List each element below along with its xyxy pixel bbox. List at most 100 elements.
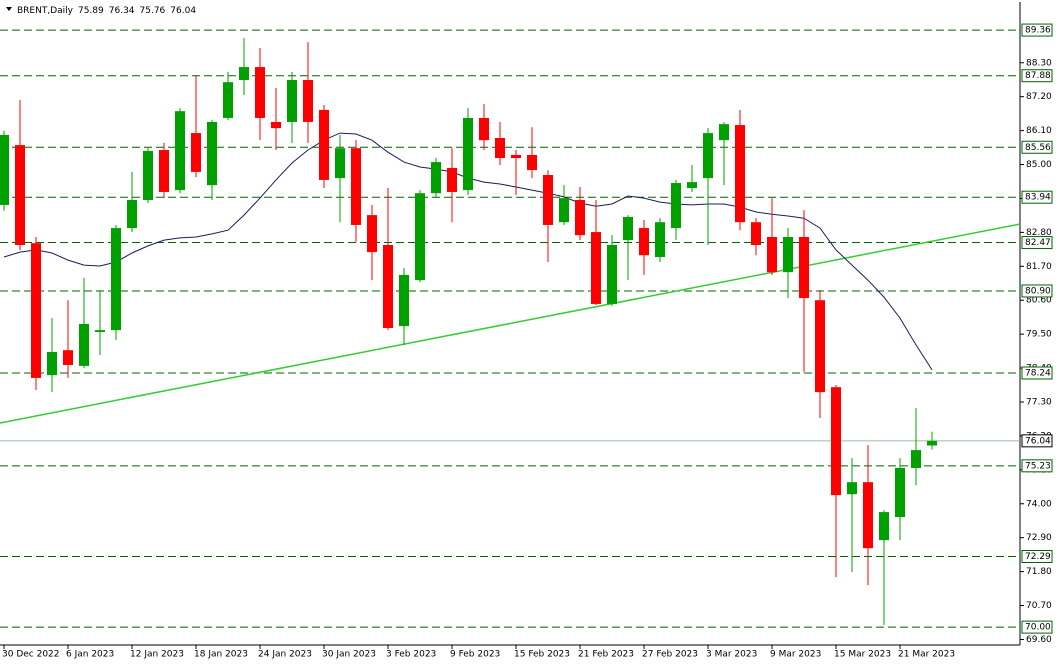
x-tick-label: 3 Feb 2023: [386, 650, 436, 660]
y-tick-label: 69.60: [1026, 635, 1052, 645]
x-tick-label: 27 Feb 2023: [642, 650, 698, 660]
candle-body: [751, 222, 761, 246]
menu-arrow[interactable]: [6, 7, 12, 11]
chart-header: BRENT,Daily 75.89 76.34 75.76 76.04: [17, 6, 196, 16]
candle-body: [191, 133, 201, 172]
candle-body: [591, 232, 601, 304]
candle-body: [783, 236, 793, 273]
x-tick-label: 21 Feb 2023: [578, 650, 634, 660]
candle-body: [479, 117, 489, 141]
y-tick-label: 70.70: [1026, 601, 1052, 611]
candle-body: [0, 134, 9, 205]
x-tick-label: 24 Jan 2023: [258, 650, 312, 660]
candle-body: [463, 117, 473, 191]
header-open: 75.89: [78, 6, 104, 16]
candle-body: [543, 175, 553, 225]
candle-body: [655, 222, 665, 258]
candle-body: [687, 182, 697, 188]
candle-body: [95, 330, 105, 332]
level-label-box: [1021, 366, 1053, 380]
candle-body: [335, 148, 345, 179]
level-label-box: [1021, 549, 1053, 563]
level-label-box: [1021, 69, 1053, 83]
candle-body: [735, 125, 745, 223]
level-label: 83.94: [1025, 193, 1051, 203]
candle-body: [351, 148, 361, 225]
candle-body: [623, 216, 633, 241]
candle-body: [127, 199, 137, 229]
x-tick-label: 12 Jan 2023: [130, 650, 184, 660]
x-tick-label: 15 Feb 2023: [514, 650, 570, 660]
candle-body: [527, 154, 537, 171]
x-tick-label: 21 Mar 2023: [898, 650, 955, 660]
level-label: 80.90: [1025, 286, 1051, 296]
candle-body: [575, 199, 585, 236]
y-tick-label: 72.90: [1026, 533, 1052, 543]
level-label: 82.47: [1025, 238, 1051, 248]
candle-body: [719, 124, 729, 141]
candle-body: [639, 228, 649, 256]
candle-body: [63, 350, 73, 365]
candle-body: [367, 215, 377, 253]
candle-body: [815, 300, 825, 393]
candle-body: [79, 323, 89, 366]
level-label-box: [1021, 23, 1053, 37]
level-label-box: [1021, 140, 1053, 154]
header-low: 75.76: [140, 6, 166, 16]
candle-body: [47, 352, 57, 376]
candle-body: [511, 154, 521, 159]
header-high: 76.34: [109, 6, 135, 16]
candle-body: [671, 183, 681, 229]
y-tick-label: 86.10: [1026, 126, 1052, 136]
candle-body: [863, 482, 873, 549]
level-label: 75.23: [1025, 461, 1051, 471]
candle-body: [159, 150, 169, 192]
x-tick-label: 15 Mar 2023: [834, 650, 891, 660]
candle-body: [559, 198, 569, 223]
x-tick-label: 9 Feb 2023: [450, 650, 500, 660]
y-tick-label: 80.60: [1026, 296, 1052, 306]
candle-body: [831, 387, 841, 496]
current-price-label: 76.04: [1025, 436, 1051, 446]
y-tick-label: 74.00: [1026, 499, 1052, 509]
y-tick-label: 79.50: [1026, 330, 1052, 340]
candle-body: [143, 150, 153, 200]
candle-body: [447, 167, 457, 192]
candle-body: [703, 133, 713, 179]
candle-body: [911, 450, 921, 468]
y-tick-label: 77.30: [1026, 397, 1052, 407]
candle-body: [271, 121, 281, 129]
candle-body: [175, 111, 185, 191]
candle-body: [607, 245, 617, 304]
candle-body: [207, 121, 217, 186]
x-tick-label: 6 Jan 2023: [66, 650, 114, 660]
candle-body: [319, 109, 329, 180]
level-label: 72.29: [1025, 552, 1051, 562]
header-close: 76.04: [170, 6, 196, 16]
level-label: 78.24: [1025, 368, 1051, 378]
candle-body: [895, 467, 905, 518]
x-tick-label: 3 Mar 2023: [706, 650, 757, 660]
candle-body: [799, 236, 809, 299]
level-label-box: [1021, 190, 1053, 204]
candle-body: [767, 236, 777, 273]
x-tick-label: 18 Jan 2023: [194, 650, 248, 660]
level-label-box: [1021, 459, 1053, 473]
trendline: [0, 223, 1021, 424]
candle-body: [255, 67, 265, 118]
candle-body: [31, 243, 41, 378]
candle-body: [927, 440, 937, 446]
candle-body: [287, 80, 297, 122]
y-tick-label: 81.70: [1026, 262, 1052, 272]
y-tick-label: 88.30: [1026, 58, 1052, 68]
candle-body: [495, 138, 505, 159]
level-label-box: [1021, 620, 1053, 634]
candle-body: [111, 228, 121, 331]
level-label: 87.88: [1025, 71, 1051, 81]
candle-body: [879, 512, 889, 541]
level-label: 70.00: [1025, 623, 1051, 633]
candle-body: [415, 193, 425, 281]
